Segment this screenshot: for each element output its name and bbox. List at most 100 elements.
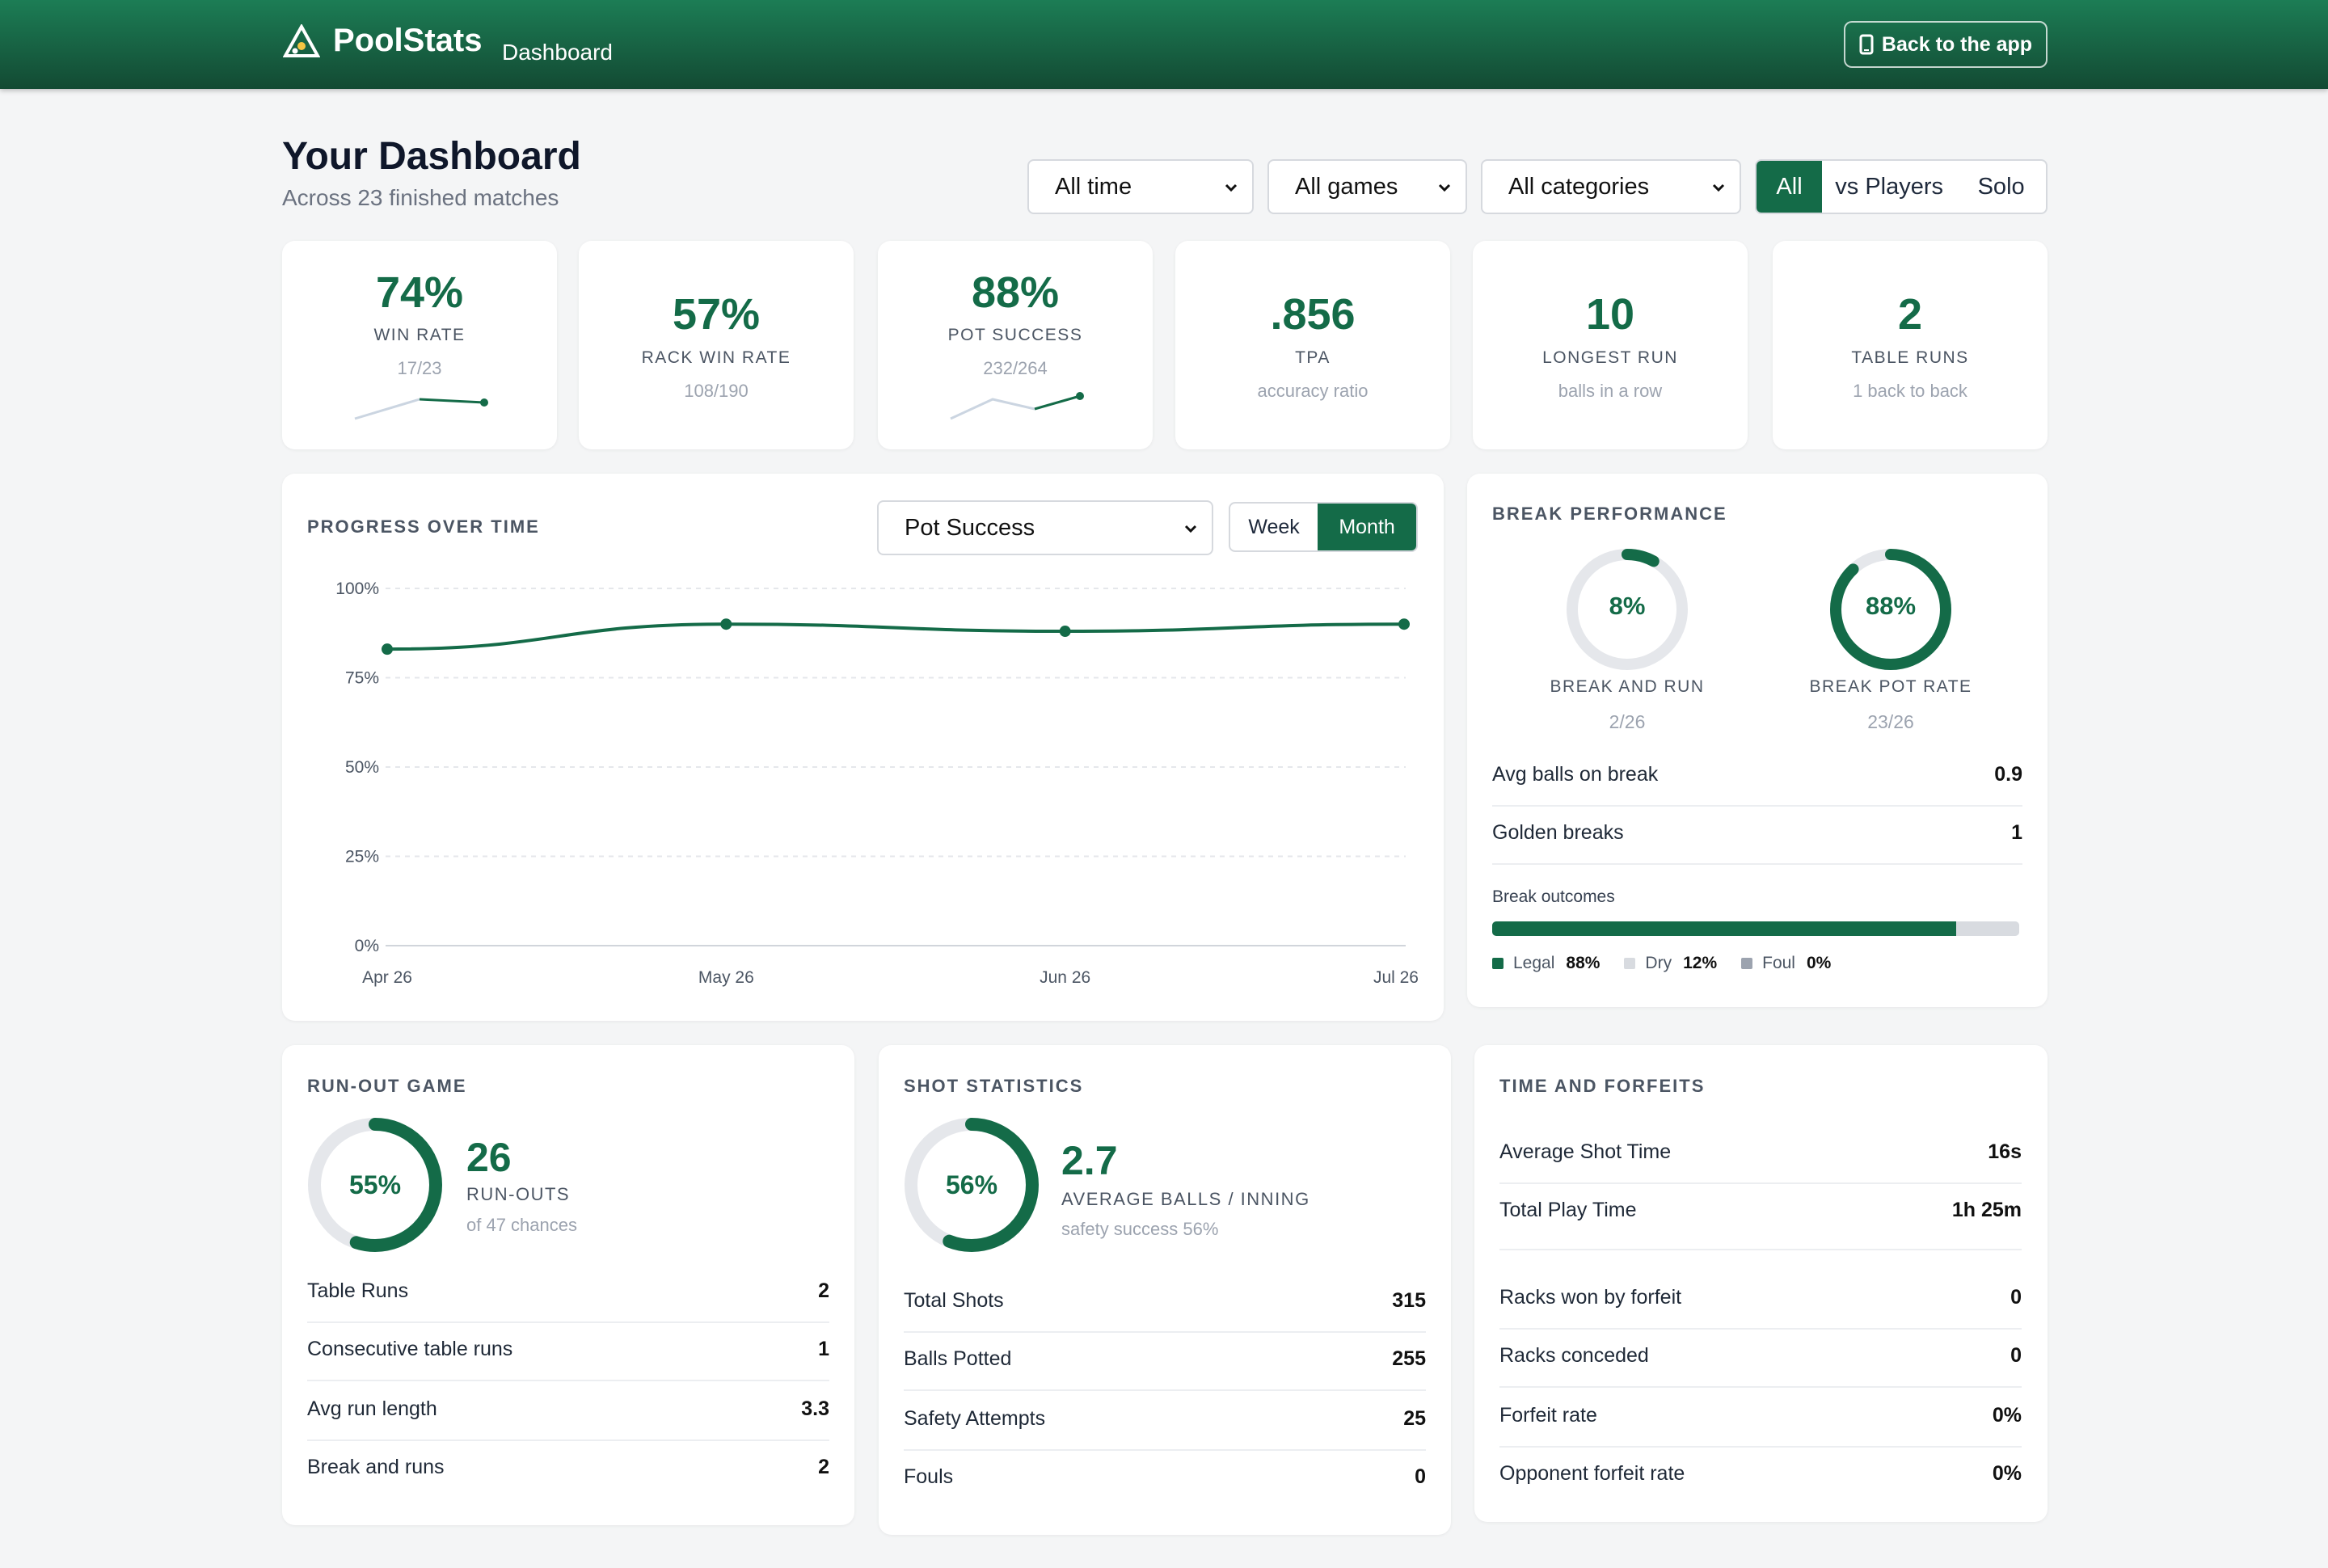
games-select[interactable]: All games	[1267, 159, 1467, 214]
stat-label: Racks won by forfeit	[1499, 1286, 1682, 1309]
runout-ring-value: 55%	[348, 1170, 402, 1199]
toggle-all[interactable]: All	[1757, 161, 1823, 213]
progress-line-chart: 100% 75% 50% 25% 0% Apr 26 May 26 Jun 26 Jul 26	[335, 580, 1419, 987]
stat-label: Average Shot Time	[1499, 1140, 1672, 1163]
toggle-week[interactable]: Week	[1248, 515, 1300, 538]
stat-value: 1h 25m	[1951, 1199, 2022, 1221]
x-tick-label: May 26	[698, 968, 754, 987]
foul-swatch	[1741, 958, 1753, 969]
progress-card: PROGRESS OVER TIME Pot Success Week Mont…	[282, 474, 1444, 1021]
break-pot-rate-sub: 23/26	[1867, 711, 1914, 732]
legal-segment	[1492, 921, 1956, 936]
metric-select[interactable]: Pot Success	[877, 500, 1213, 555]
kpi-value: 2	[1897, 290, 1923, 339]
kpi-sub: 232/264	[983, 358, 1048, 378]
kpi-value: 88%	[971, 268, 1060, 317]
divider	[1499, 1249, 2022, 1250]
stat-value: 1	[818, 1338, 829, 1360]
stat-label: Golden breaks	[1492, 821, 1624, 844]
metric-select-value: Pot Success	[905, 514, 1035, 541]
break-outcomes-bar	[1492, 921, 2019, 936]
win-rate-sparkline	[354, 398, 488, 420]
x-tick-label: Jul 26	[1373, 968, 1419, 987]
time-forfeits-card: TIME AND FORFEITS Average Shot Time 16s T…	[1474, 1045, 2048, 1522]
stat-label: Avg balls on break	[1492, 763, 1659, 786]
stat-row: Total Play Time 1h 25m	[1499, 1184, 2022, 1242]
break-pot-rate-value: 88%	[1865, 592, 1917, 620]
stat-label: Opponent forfeit rate	[1499, 1462, 1685, 1485]
stat-value: 0	[2010, 1344, 2022, 1367]
kpi-sub: balls in a row	[1558, 381, 1663, 401]
dry-label: Dry	[1645, 954, 1672, 972]
stat-label: Forfeit rate	[1499, 1404, 1597, 1427]
kpi-value: .856	[1270, 290, 1356, 339]
period-select[interactable]: All time	[1027, 159, 1254, 214]
y-tick-label: 0%	[355, 937, 379, 955]
shots-ring-value: 56%	[945, 1170, 998, 1199]
phone-icon	[1859, 34, 1874, 55]
runout-title: RUN-OUT GAME	[307, 1076, 467, 1096]
x-tick-label: Jun 26	[1040, 968, 1090, 987]
stat-row: Balls Potted 255	[904, 1333, 1426, 1391]
foul-value: 0%	[1806, 954, 1832, 972]
break-and-run-value: 8%	[1609, 592, 1646, 620]
y-tick-label: 50%	[345, 758, 379, 777]
categories-select[interactable]: All categories	[1481, 159, 1741, 214]
shots-ring	[905, 1118, 1039, 1252]
kpi-sub: accuracy ratio	[1257, 381, 1369, 401]
stat-value: 16s	[1988, 1140, 2022, 1163]
triangle-rack-icon	[283, 24, 320, 57]
y-tick-label: 25%	[345, 848, 379, 866]
brand-name[interactable]: PoolStats	[333, 23, 483, 58]
kpi-card-table-runs: 2 TABLE RUNS 1 back to back	[1773, 241, 2048, 449]
toggle-solo[interactable]: Solo	[1977, 173, 2025, 200]
kpi-label: LONGEST RUN	[1542, 348, 1678, 367]
stat-row: Golden breaks 1	[1492, 807, 2022, 865]
runouts-label: RUN-OUTS	[466, 1184, 571, 1204]
stat-label: Balls Potted	[904, 1347, 1012, 1370]
stat-value: 0.9	[1994, 763, 2022, 786]
runouts-count: 26	[466, 1135, 512, 1180]
avg-balls-value: 2.7	[1061, 1138, 1118, 1183]
back-to-app-button[interactable]: Back to the app	[1844, 21, 2048, 68]
y-tick-label: 75%	[345, 669, 379, 688]
stat-label: Table Runs	[307, 1279, 409, 1302]
toggle-month[interactable]: Month	[1318, 504, 1416, 550]
kpi-label: TPA	[1295, 348, 1331, 367]
legal-value: 88%	[1566, 954, 1600, 972]
time-title: TIME AND FORFEITS	[1499, 1076, 1706, 1096]
back-button-label: Back to the app	[1881, 32, 2033, 56]
kpi-sub: 1 back to back	[1853, 381, 1967, 401]
kpi-sub: 17/23	[397, 358, 442, 378]
pot-success-sparkline	[950, 392, 1084, 420]
data-point	[1059, 626, 1071, 638]
stat-label: Total Shots	[904, 1289, 1004, 1312]
chevron-down-icon	[1225, 183, 1238, 192]
data-point	[720, 618, 732, 630]
foul-label: Foul	[1762, 954, 1795, 972]
kpi-value: 57%	[672, 290, 761, 339]
data-point	[1398, 618, 1410, 630]
kpi-card-pot-success: 88% POT SUCCESS 232/264	[878, 241, 1153, 449]
stat-label: Racks conceded	[1499, 1344, 1649, 1367]
stat-row: Opponent forfeit rate 0%	[1499, 1448, 2022, 1506]
stat-row: Forfeit rate 0%	[1499, 1389, 2022, 1448]
break-and-run-sub: 2/26	[1609, 711, 1646, 732]
break-pot-rate-label: BREAK POT RATE	[1809, 677, 1972, 696]
kpi-card-longest-run: 10 LONGEST RUN balls in a row	[1473, 241, 1748, 449]
shots-title: SHOT STATISTICS	[904, 1076, 1084, 1096]
stat-label: Break and runs	[307, 1456, 445, 1478]
stat-value: 0%	[1992, 1462, 2022, 1485]
stat-row: Average Shot Time 16s	[1499, 1126, 2022, 1184]
stat-value: 3.3	[801, 1397, 829, 1420]
progress-title: PROGRESS OVER TIME	[307, 516, 540, 537]
x-tick-label: Apr 26	[362, 968, 412, 987]
break-and-run-ring	[1567, 549, 1688, 670]
stat-row: Racks won by forfeit 0	[1499, 1271, 2022, 1330]
series-line	[386, 622, 1405, 651]
avg-balls-label: AVERAGE BALLS / INNING	[1061, 1189, 1310, 1209]
chevron-down-icon	[1438, 183, 1451, 192]
toggle-vs-players[interactable]: vs Players	[1835, 173, 1944, 200]
stat-row: Racks conceded 0	[1499, 1330, 2022, 1388]
stat-label: Consecutive table runs	[307, 1338, 513, 1360]
